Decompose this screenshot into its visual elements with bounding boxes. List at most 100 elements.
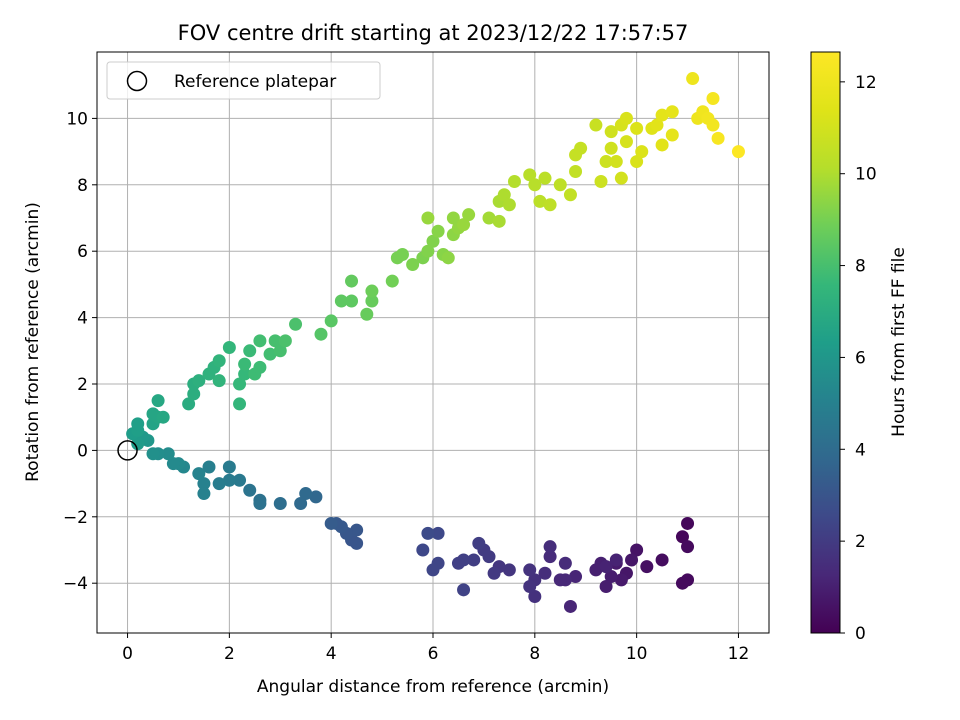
data-point — [395, 248, 409, 262]
data-point — [472, 536, 486, 550]
data-point — [243, 483, 257, 497]
data-point — [222, 460, 236, 474]
data-point — [630, 543, 644, 557]
data-point — [543, 550, 557, 564]
data-point — [625, 553, 639, 567]
data-point — [421, 526, 435, 540]
colorbar-tick-label: 6 — [855, 348, 866, 368]
colorbar-tick-label: 4 — [855, 440, 866, 460]
data-point — [528, 178, 542, 192]
y-tick-label: 0 — [77, 441, 88, 461]
data-point — [253, 334, 267, 348]
y-tick-label: 2 — [77, 375, 88, 395]
data-point — [609, 553, 623, 567]
data-point — [334, 294, 348, 308]
data-point — [640, 560, 654, 574]
x-tick-label: 6 — [428, 644, 439, 664]
data-point — [467, 553, 481, 567]
data-point — [273, 344, 287, 358]
reference-platepar-marker — [117, 440, 138, 461]
data-point — [294, 497, 308, 511]
data-point — [604, 125, 618, 139]
data-point — [523, 168, 537, 182]
x-tick-label: 2 — [224, 644, 235, 664]
data-point — [630, 155, 644, 169]
data-point — [538, 566, 552, 580]
data-point — [650, 118, 664, 132]
y-tick-label: 10 — [66, 109, 88, 129]
colorbar-ticks: 0 2 4 6 8 10 12 — [840, 73, 877, 644]
legend: Reference platepar — [106, 61, 381, 100]
data-point — [314, 327, 328, 341]
data-point — [604, 141, 618, 155]
chart-title: FOV centre drift starting at 2023/12/22 … — [178, 21, 689, 45]
data-point — [431, 526, 445, 540]
data-point — [492, 214, 506, 228]
data-point — [533, 194, 547, 208]
data-point — [630, 121, 644, 135]
data-point — [350, 523, 364, 537]
data-point — [731, 145, 745, 159]
colorbar-gradient — [810, 51, 841, 634]
data-point — [278, 334, 292, 348]
data-point — [446, 211, 460, 225]
data-point — [253, 360, 267, 374]
data-point — [441, 251, 455, 265]
colorbar-tick-label: 12 — [855, 73, 877, 93]
y-tick-label: −2 — [63, 508, 88, 528]
data-point — [502, 563, 516, 577]
legend-marker-reference — [126, 70, 148, 92]
data-point — [563, 188, 577, 202]
data-point — [528, 589, 542, 603]
y-tick-label: 8 — [77, 176, 88, 196]
data-point — [655, 138, 669, 152]
data-point — [273, 497, 287, 511]
data-point — [686, 72, 700, 86]
data-point — [431, 224, 445, 238]
colorbar-tick-label: 8 — [855, 257, 866, 277]
data-point — [233, 397, 247, 411]
data-point — [609, 155, 623, 169]
data-point — [212, 354, 226, 368]
data-point — [553, 178, 567, 192]
data-point — [233, 473, 247, 487]
x-tick-label: 8 — [529, 644, 540, 664]
data-point — [497, 188, 511, 202]
data-point — [457, 218, 471, 232]
data-point — [502, 198, 516, 212]
data-point — [406, 257, 420, 271]
data-point — [426, 234, 440, 248]
data-point — [345, 294, 359, 308]
data-point — [365, 294, 379, 308]
data-point — [681, 516, 695, 530]
data-point — [299, 487, 313, 501]
data-point — [523, 563, 537, 577]
data-point — [681, 540, 695, 554]
data-point — [309, 490, 323, 504]
data-point — [599, 560, 613, 574]
data-point — [197, 487, 211, 501]
x-axis-label: Angular distance from reference (arcmin) — [257, 677, 609, 697]
data-point — [619, 135, 633, 149]
data-point — [202, 460, 216, 474]
x-tick-label: 0 — [122, 644, 133, 664]
data-point — [212, 374, 226, 388]
colorbar-label: Hours from first FF file — [889, 247, 909, 437]
data-point — [421, 211, 435, 225]
data-point — [263, 347, 277, 361]
data-point — [706, 118, 720, 132]
data-point — [233, 377, 247, 391]
data-point — [507, 174, 521, 188]
data-point — [635, 145, 649, 159]
data-point — [238, 357, 252, 371]
data-point — [131, 437, 145, 451]
data-point — [426, 563, 440, 577]
data-point — [451, 556, 465, 570]
data-point — [197, 477, 211, 491]
data-point — [324, 314, 338, 328]
y-tick-label: 6 — [77, 242, 88, 262]
data-point — [538, 171, 552, 185]
data-point — [222, 473, 236, 487]
data-point — [558, 556, 572, 570]
